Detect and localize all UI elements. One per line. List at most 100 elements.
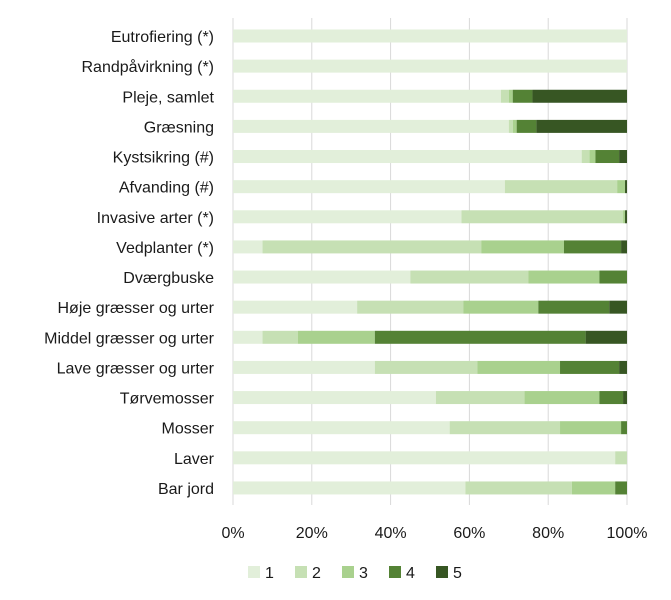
category-label: Tørvemosser: [120, 391, 215, 408]
bar-segment: [625, 210, 627, 224]
bar-segment: [233, 421, 450, 435]
bar-segment: [560, 421, 622, 435]
category-labels: Eutrofiering (*) Randpåvirkning (*) Pleje,…: [44, 29, 215, 498]
category-label: Pleje, samlet: [122, 89, 214, 106]
bar-segment: [233, 210, 462, 224]
x-tick-label: 0%: [221, 525, 244, 542]
bar-segment: [374, 330, 586, 344]
bar-segment: [512, 119, 517, 133]
bar-segment: [233, 119, 509, 133]
legend: 1 2 3 4 5: [248, 565, 462, 582]
bar-segment: [599, 270, 627, 284]
category-label: Laver: [174, 451, 215, 468]
bar-segment: [595, 150, 620, 164]
category-label: Dværgbuske: [123, 270, 214, 287]
bar-segment: [512, 89, 533, 103]
category-label: Mosser: [162, 421, 215, 438]
legend-label: 5: [453, 565, 462, 582]
bar-segment: [528, 270, 600, 284]
legend-swatch: [342, 566, 354, 578]
category-label: Afvanding (#): [119, 180, 214, 197]
category-label: Høje græsser og urter: [58, 300, 215, 317]
bar-segment: [233, 180, 505, 194]
bar-segment: [615, 451, 627, 465]
category-label: Invasive arter (*): [97, 210, 214, 227]
bar-segment: [233, 391, 436, 405]
category-label: Bar jord: [158, 481, 214, 498]
bar-segment: [500, 89, 509, 103]
category-label: Vedplanter (*): [116, 240, 214, 257]
bar-segment: [516, 119, 537, 133]
bar-segment: [615, 481, 627, 495]
bar-segment: [589, 150, 596, 164]
bar-segment: [504, 180, 618, 194]
bar-segment: [233, 451, 616, 465]
bar-segment: [560, 360, 620, 374]
bar-segment: [233, 481, 466, 495]
bar-segment: [298, 330, 375, 344]
legend-swatch: [389, 566, 401, 578]
bar-segment: [532, 89, 627, 103]
bar-segment: [233, 270, 411, 284]
category-label: Middel græsser og urter: [44, 330, 215, 347]
bar-segment: [536, 119, 627, 133]
legend-swatch: [436, 566, 448, 578]
category-label: Randpåvirkning (*): [81, 58, 214, 76]
bar-segment: [508, 89, 513, 103]
bar-segment: [617, 180, 626, 194]
bar-segment: [233, 29, 627, 43]
bar-segment: [410, 270, 529, 284]
bar-segment: [233, 240, 263, 254]
bar-segment: [508, 119, 513, 133]
bars: [233, 29, 627, 495]
category-label: Eutrofiering (*): [111, 29, 214, 46]
legend-label: 1: [265, 565, 274, 582]
x-tick-label: 20%: [296, 525, 328, 542]
bar-segment: [233, 330, 263, 344]
bar-segment: [357, 300, 464, 314]
bar-segment: [563, 240, 622, 254]
bar-segment: [461, 210, 624, 224]
legend-swatch: [295, 566, 307, 578]
bar-segment: [233, 360, 375, 374]
bar-segment: [481, 240, 564, 254]
x-tick-label: 60%: [453, 525, 485, 542]
bar-segment: [449, 421, 561, 435]
bar-segment: [609, 300, 627, 314]
bar-segment: [621, 421, 627, 435]
bar-segment: [581, 150, 590, 164]
x-tick-label: 100%: [607, 525, 648, 542]
bar-segment: [623, 210, 626, 224]
bar-segment: [262, 330, 299, 344]
x-tick-label: 80%: [532, 525, 564, 542]
bar-segment: [585, 330, 627, 344]
bar-segment: [435, 391, 525, 405]
bar-segment: [524, 391, 600, 405]
bar-segment: [538, 300, 610, 314]
bar-segment: [477, 360, 561, 374]
legend-label: 4: [406, 565, 415, 582]
bar-segment: [619, 150, 627, 164]
category-label: Græsning: [144, 119, 214, 136]
bar-segment: [262, 240, 482, 254]
legend-label: 2: [312, 565, 321, 582]
bar-segment: [233, 150, 582, 164]
bar-segment: [233, 89, 501, 103]
bar-segment: [374, 360, 478, 374]
x-tick-label: 40%: [375, 525, 407, 542]
bar-segment: [599, 391, 624, 405]
bar-segment: [571, 481, 616, 495]
category-label: Lave græsser og urter: [57, 360, 215, 377]
bar-segment: [233, 59, 627, 73]
bar-segment: [463, 300, 539, 314]
legend-label: 3: [359, 565, 368, 582]
x-axis-tick-labels: 0% 20% 40% 60% 80% 100%: [221, 525, 647, 542]
bar-segment: [465, 481, 572, 495]
bar-segment: [625, 180, 627, 194]
legend-swatch: [248, 566, 260, 578]
bar-segment: [233, 300, 358, 314]
bar-segment: [619, 360, 627, 374]
category-label: Kystsikring (#): [113, 150, 214, 167]
